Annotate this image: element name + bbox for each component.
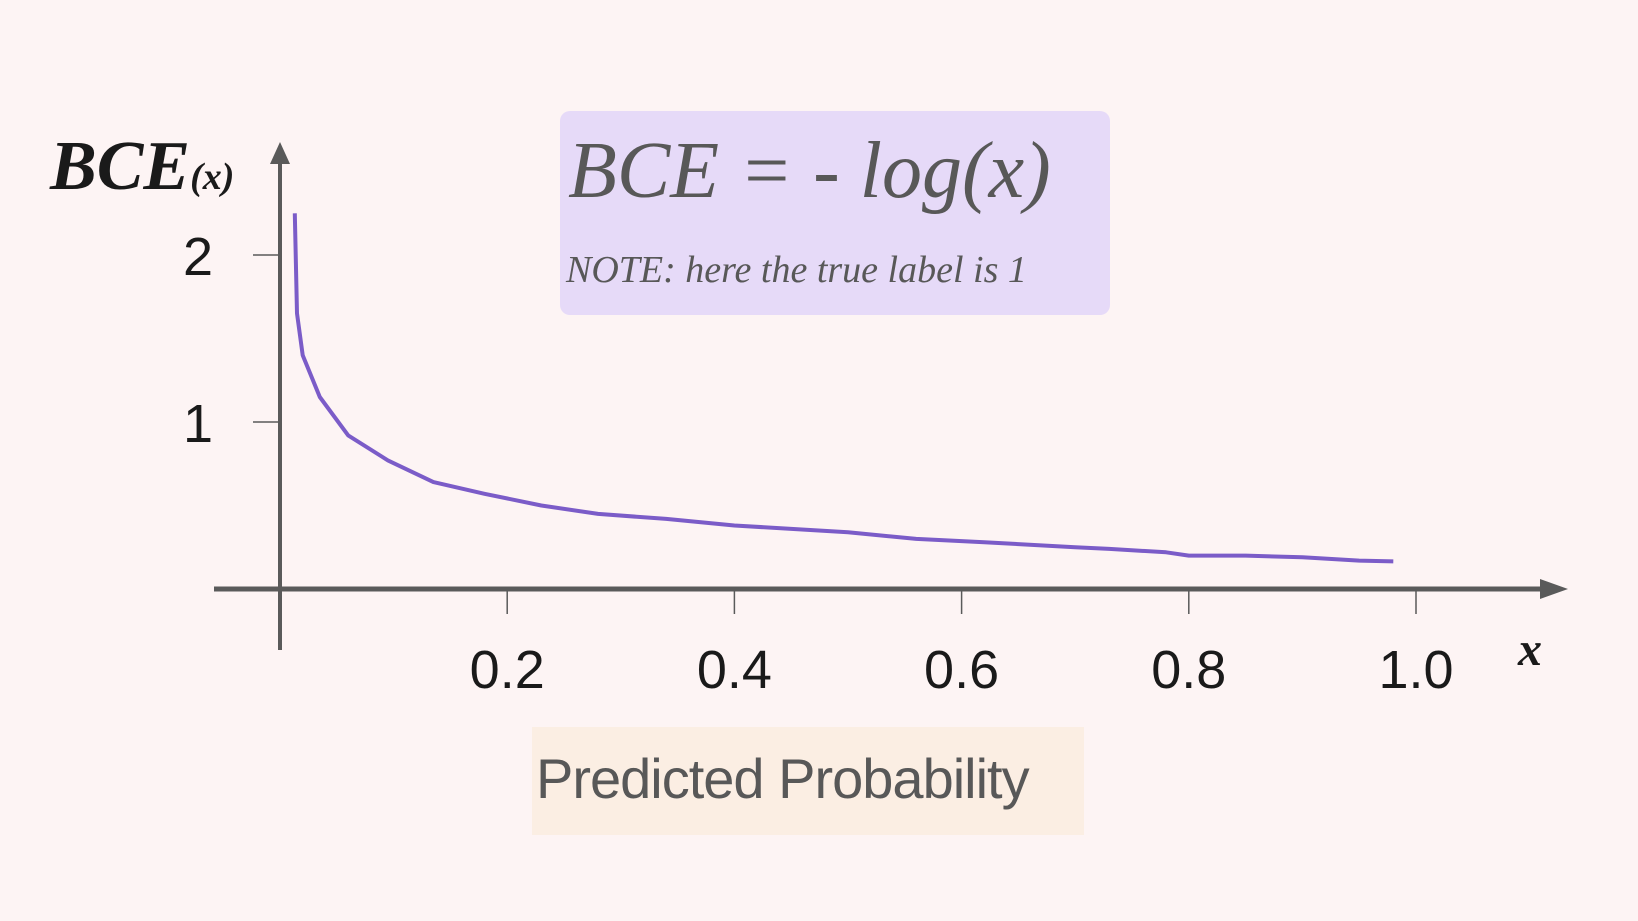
x-tick-label: 0.2 xyxy=(470,640,545,700)
x-tick-label: 0.8 xyxy=(1151,640,1226,700)
x-axis-arrow xyxy=(1540,579,1568,599)
y-axis-label: BCE(x) xyxy=(50,132,234,202)
x-axis-label: Predicted Probability xyxy=(536,747,1030,810)
x-tick-label: 0.6 xyxy=(924,640,999,700)
axes xyxy=(214,142,1568,650)
bce-curve xyxy=(292,213,1394,564)
y-tick-label: 1 xyxy=(183,394,213,454)
x-axis-label-box: Predicted Probability xyxy=(532,727,1084,835)
formula: BCE = - log(x) xyxy=(568,127,1051,215)
ticks: 0.2 0.4 0.6 0.8 1.0 1 2 xyxy=(183,227,1454,700)
y-axis-arrow xyxy=(270,142,290,164)
y-tick-label: 2 xyxy=(183,227,213,287)
x-tick-label: 0.4 xyxy=(697,640,772,700)
x-axis-symbol: x xyxy=(1518,623,1542,676)
formula-note: NOTE: here the true label is 1 xyxy=(566,249,1027,291)
x-tick-label: 1.0 xyxy=(1378,640,1453,700)
formula-box: BCE = - log(x) NOTE: here the true label… xyxy=(560,111,1110,315)
y-axis-label-main: BCE xyxy=(50,128,191,205)
y-axis-label-sub: (x) xyxy=(190,156,235,198)
